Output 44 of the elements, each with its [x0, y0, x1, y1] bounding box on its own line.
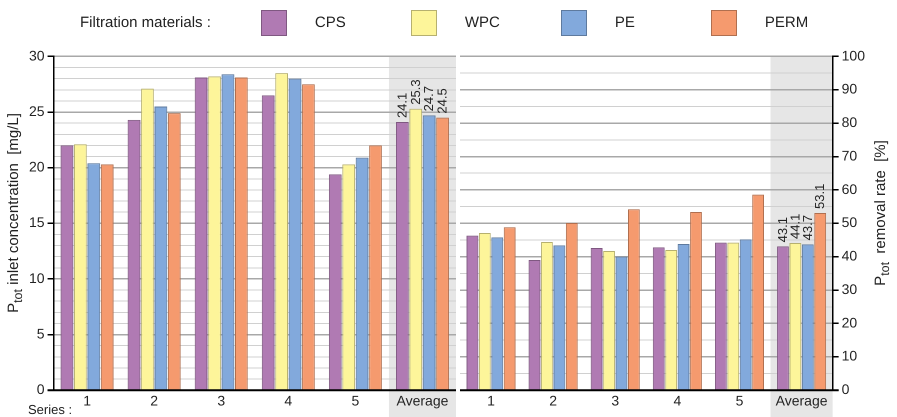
- y2-tick-label: 10: [842, 348, 858, 364]
- data-label: 43.1: [774, 217, 790, 242]
- x-tick-label: Average: [396, 392, 449, 408]
- x-tick-label: 1: [487, 392, 496, 408]
- data-label: 53.1: [812, 184, 828, 209]
- x-tick-label: 1: [83, 392, 92, 408]
- y2-tick-label: 80: [842, 114, 858, 130]
- legend-label: WPC: [464, 14, 500, 31]
- y2-tick-label: 90: [842, 80, 858, 97]
- y-tick-label: 15: [28, 214, 45, 230]
- x-tick-label: 4: [284, 392, 292, 408]
- x-tick-label: 4: [673, 392, 682, 408]
- x-tick-label: 2: [549, 392, 558, 408]
- x-tick-label: Average: [776, 392, 828, 408]
- y-tick-label: 10: [28, 270, 45, 286]
- data-label: 24.1: [394, 92, 410, 118]
- x-tick-label: 3: [217, 392, 226, 408]
- legend-label: PERM: [764, 14, 808, 31]
- x-tick-label: 5: [736, 392, 744, 408]
- y2-tick-label: 60: [842, 180, 858, 197]
- data-label: 44.1: [787, 214, 802, 239]
- y2-tick-label: 30: [842, 280, 858, 297]
- legend-title: Filtration materials :: [80, 14, 211, 31]
- data-label: 25.3: [408, 79, 423, 105]
- x-tick-label: 5: [351, 392, 360, 408]
- y-tick-label: 5: [36, 325, 45, 342]
- data-label: 24.5: [434, 88, 450, 114]
- text: Series :: [28, 402, 72, 417]
- y2-tick-label: 20: [842, 314, 858, 330]
- x-tick-label: 2: [150, 392, 158, 408]
- legend-label: PE: [614, 14, 635, 31]
- y-tick-label: 20: [28, 158, 45, 175]
- y2-tick-label: 40: [842, 248, 858, 264]
- legend-label: CPS: [314, 14, 346, 31]
- data-label: 24.7: [421, 86, 436, 112]
- x-tick-label: 3: [611, 392, 620, 408]
- y2-tick-label: 0: [842, 381, 850, 398]
- y-tick-label: 0: [36, 381, 45, 398]
- y2-tick-label: 50: [842, 214, 858, 230]
- y2-tick-label: 100: [842, 47, 866, 64]
- data-label: 43.7: [800, 215, 815, 240]
- y-tick-label: 30: [28, 47, 45, 64]
- y-tick-label: 25: [28, 102, 45, 119]
- y2-tick-label: 70: [842, 147, 858, 164]
